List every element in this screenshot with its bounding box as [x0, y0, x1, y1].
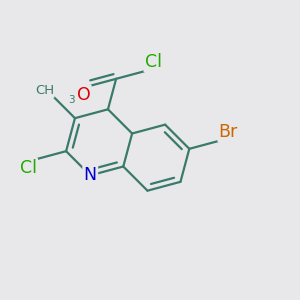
Text: Cl: Cl [145, 53, 162, 71]
Text: N: N [84, 167, 97, 184]
Text: CH: CH [35, 84, 54, 97]
Text: 3: 3 [68, 95, 75, 105]
Text: O: O [76, 86, 90, 104]
Text: Cl: Cl [20, 159, 37, 177]
Text: Br: Br [219, 123, 238, 141]
